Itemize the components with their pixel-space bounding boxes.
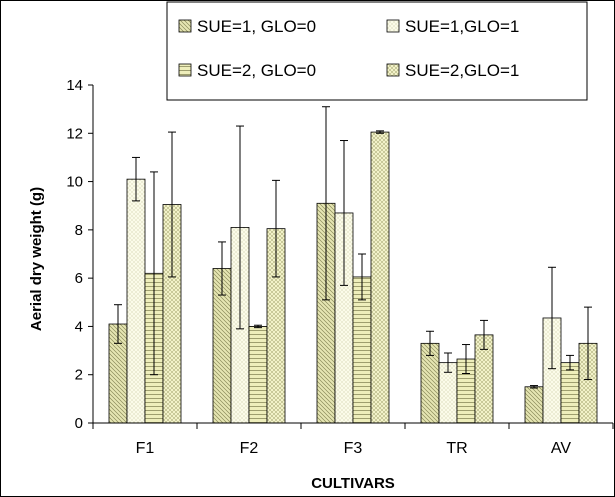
y-tick-label: 10	[66, 174, 83, 191]
y-ticks-group: 0 2 4 6 8 10 12 14	[66, 77, 93, 432]
x-ticks-group: F1 F2 F3 TR AV	[92, 423, 614, 457]
bar-f2-series-2	[248, 326, 268, 424]
bar-f1-series-1	[126, 178, 146, 424]
y-tick-label: 0	[75, 415, 83, 432]
category-label-f1: F1	[136, 440, 155, 457]
y-tick-label: 2	[75, 367, 83, 384]
x-axis-title: CULTIVARS	[311, 475, 395, 492]
y-axis-title: Aerial dry weight (g)	[28, 187, 45, 331]
bar-av-series-0	[524, 386, 544, 424]
category-label-f2: F2	[240, 440, 259, 457]
legend-swatch-sue2-glo0	[178, 63, 192, 77]
y-tick-label: 12	[66, 125, 83, 142]
legend-label-sue2-glo0: SUE=2, GLO=0	[197, 61, 316, 80]
bars-group	[108, 131, 598, 424]
legend-label-sue1-glo1: SUE=1,GLO=1	[405, 17, 519, 36]
y-tick-label: 4	[75, 318, 83, 335]
category-label-f3: F3	[344, 440, 363, 457]
category-label-tr: TR	[446, 440, 467, 457]
y-tick-label: 8	[75, 222, 83, 239]
y-tick-label: 6	[75, 270, 83, 287]
category-label-av: AV	[551, 440, 571, 457]
legend: SUE=1, GLO=0 SUE=1,GLO=1 SUE=2, GLO=0 SU…	[166, 1, 588, 101]
error-bars-group	[114, 106, 592, 389]
legend-swatch-sue2-glo1	[386, 63, 400, 77]
legend-label-sue1-glo0: SUE=1, GLO=0	[197, 17, 316, 36]
legend-swatch-sue1-glo0	[178, 19, 192, 33]
legend-box	[166, 1, 588, 101]
bar-f3-series-3	[370, 131, 390, 424]
y-tick-label: 14	[66, 77, 83, 94]
legend-label-sue2-glo1: SUE=2,GLO=1	[405, 61, 519, 80]
bar-av-series-2	[560, 362, 580, 424]
legend-swatch-sue1-glo1	[386, 19, 400, 33]
